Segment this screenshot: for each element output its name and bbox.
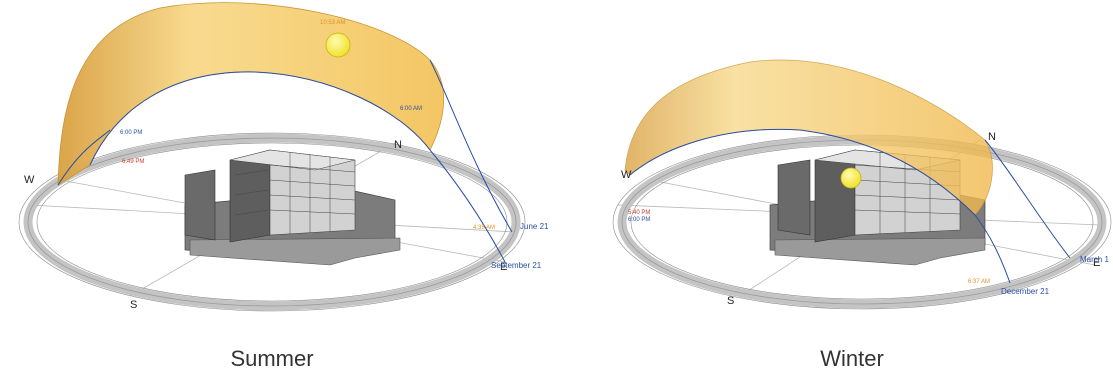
winter-north-label: N bbox=[988, 131, 996, 143]
winter-december-label: December 21 bbox=[1001, 287, 1050, 296]
winter-east-label: E bbox=[1093, 257, 1100, 269]
summer-sunrise-time: 4:35 AM bbox=[473, 225, 495, 231]
summer-path-lines bbox=[57, 59, 513, 263]
winter-caption: Winter bbox=[820, 346, 884, 371]
summer-6am-time: 6:00 AM bbox=[400, 106, 422, 112]
summer-building bbox=[184, 149, 401, 266]
summer-caption: Summer bbox=[230, 346, 314, 371]
summer-june-label: June 21 bbox=[520, 222, 549, 231]
summer-compass-ring bbox=[18, 132, 526, 312]
winter-sunset-time: 5:40 PM bbox=[628, 210, 650, 216]
winter-6pm-time: 6:00 PM bbox=[628, 217, 650, 223]
winter-sun bbox=[840, 167, 862, 189]
summer-north-label: N bbox=[394, 139, 402, 151]
summer-east-label: E bbox=[500, 261, 507, 273]
winter-south-label: S bbox=[727, 295, 734, 307]
winter-west-label: W bbox=[621, 169, 632, 181]
summer-noon-time: 10:53 AM bbox=[320, 20, 345, 26]
summer-south-label: S bbox=[130, 299, 137, 311]
winter-diagram: N S E W 5:40 PM 6:00 PM 6:37 AM March 1 … bbox=[612, 59, 1112, 310]
summer-6pm-time: 6:00 PM bbox=[120, 130, 142, 136]
summer-sun bbox=[325, 32, 351, 58]
winter-march-label: March 1 bbox=[1080, 255, 1109, 264]
summer-september-label: September 21 bbox=[491, 261, 542, 270]
summer-diagram: N S E W 10:53 AM 6:00 AM 6:00 PM 6:49 PM… bbox=[18, 2, 549, 312]
summer-sunset-time: 6:49 PM bbox=[122, 159, 144, 165]
winter-sunrise-time: 6:37 AM bbox=[968, 279, 990, 285]
winter-path-lines bbox=[629, 128, 1071, 284]
summer-west-label: W bbox=[24, 174, 35, 186]
